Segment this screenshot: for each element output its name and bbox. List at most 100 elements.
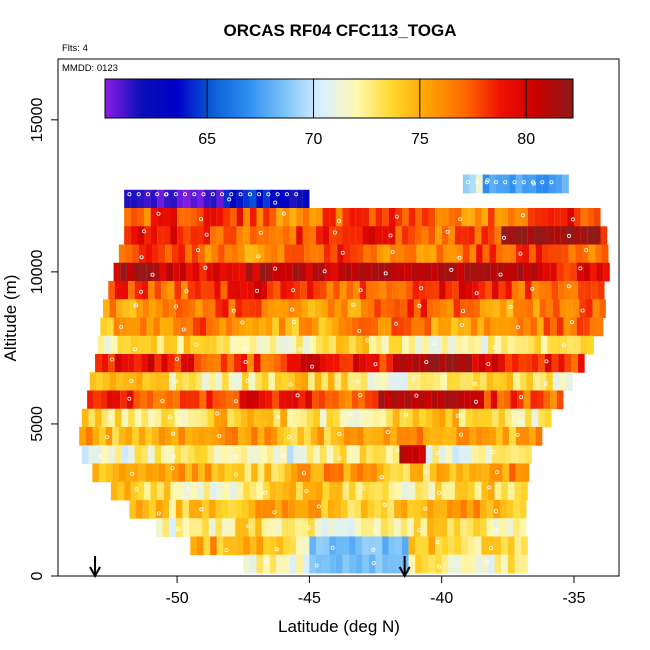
heat-cell: [472, 353, 479, 373]
heat-cell: [530, 262, 538, 282]
heat-cell: [370, 463, 377, 483]
heat-cell: [179, 262, 187, 282]
heat-cell: [509, 244, 516, 264]
heat-cell: [276, 554, 284, 574]
heat-cell: [428, 554, 436, 574]
heat-cell: [150, 208, 158, 227]
sample-point: [240, 320, 245, 325]
heat-cell: [268, 499, 276, 519]
heat-cell: [405, 445, 413, 464]
heat-cell: [202, 299, 209, 318]
colorbar-tick-label: 65: [198, 131, 216, 148]
heat-cell: [281, 518, 289, 537]
heat-cell: [513, 299, 520, 318]
heat-cell: [333, 445, 340, 464]
heat-cell: [253, 408, 261, 428]
heat-cell: [269, 536, 277, 556]
heat-cell: [330, 244, 338, 264]
heat-cell: [337, 463, 344, 483]
heat-cell: [347, 299, 355, 318]
heat-cell: [382, 554, 389, 574]
heat-cell: [428, 481, 436, 501]
heat-cell: [550, 317, 557, 337]
heat-cell: [370, 244, 377, 264]
heat-cell: [408, 481, 416, 501]
heat-cell: [276, 189, 284, 209]
heat-cell: [190, 335, 198, 355]
heat-cell: [501, 554, 508, 574]
heat-cell: [538, 281, 545, 300]
heat-cell: [142, 499, 150, 519]
heat-cell: [359, 408, 367, 428]
heat-cell: [222, 372, 229, 391]
heat-cell: [321, 499, 328, 519]
heat-cell: [345, 262, 352, 282]
heat-cell: [477, 317, 485, 337]
heat-cell: [409, 463, 417, 483]
heat-cell: [288, 372, 295, 391]
heat-cell: [339, 281, 347, 300]
sample-point: [508, 304, 513, 309]
heat-cell: [257, 244, 265, 264]
heat-cell: [153, 317, 160, 337]
heat-cell: [289, 536, 297, 556]
heat-cell: [192, 390, 200, 410]
heat-cell: [349, 481, 356, 501]
heat-cell: [293, 445, 301, 464]
heat-cell: [527, 335, 535, 355]
sample-point: [394, 214, 399, 219]
heat-cell: [474, 536, 482, 556]
heat-cell: [559, 299, 567, 318]
heat-cell: [575, 244, 583, 264]
heat-cell: [257, 463, 265, 483]
heat-cell: [243, 481, 250, 501]
heat-cell: [253, 353, 261, 373]
sample-point: [217, 434, 222, 439]
heat-cell: [316, 226, 323, 246]
heat-cell: [163, 189, 171, 209]
sample-point: [198, 217, 203, 222]
heat-cell: [125, 426, 133, 446]
heat-cell: [375, 226, 383, 246]
heat-cell: [206, 390, 213, 410]
heat-cell: [368, 481, 376, 501]
heat-cell: [518, 445, 526, 464]
colorbar: 65 70 75 80: [104, 78, 574, 148]
heat-cell: [145, 426, 153, 446]
heat-cell: [249, 189, 257, 209]
heat-cell: [370, 426, 377, 446]
heat-cell: [214, 408, 221, 428]
date-note: MMDD: 0123: [62, 63, 118, 74]
heat-cell: [314, 372, 322, 391]
heat-cell: [210, 189, 217, 209]
heat-cell: [415, 226, 422, 246]
heat-cell: [272, 317, 280, 337]
heat-cell: [276, 335, 284, 355]
heat-cell: [102, 299, 110, 318]
colorbar-tick-label: 80: [517, 131, 535, 148]
heat-cell: [571, 353, 579, 373]
heat-cell: [112, 463, 119, 483]
heat-cell: [563, 262, 571, 282]
heat-cell: [409, 244, 417, 264]
heat-cell: [269, 481, 277, 501]
heat-cell: [257, 426, 265, 446]
heat-cell: [394, 372, 401, 391]
heat-cell: [335, 554, 343, 574]
heat-cell: [165, 244, 172, 264]
heat-cell: [251, 244, 258, 264]
heat-cell: [433, 518, 441, 537]
heat-cell: [261, 299, 269, 318]
heat-cell: [408, 208, 416, 227]
heat-cell: [239, 262, 246, 282]
heat-cell: [214, 281, 221, 300]
heat-cell: [386, 408, 393, 428]
heat-cell: [302, 226, 310, 246]
heat-cell: [140, 262, 147, 282]
heat-cell: [286, 281, 294, 300]
heat-cell: [533, 372, 540, 391]
heat-cell: [411, 317, 418, 337]
heat-cell: [402, 226, 409, 246]
heat-cell: [132, 463, 139, 483]
heat-cell: [513, 499, 520, 519]
